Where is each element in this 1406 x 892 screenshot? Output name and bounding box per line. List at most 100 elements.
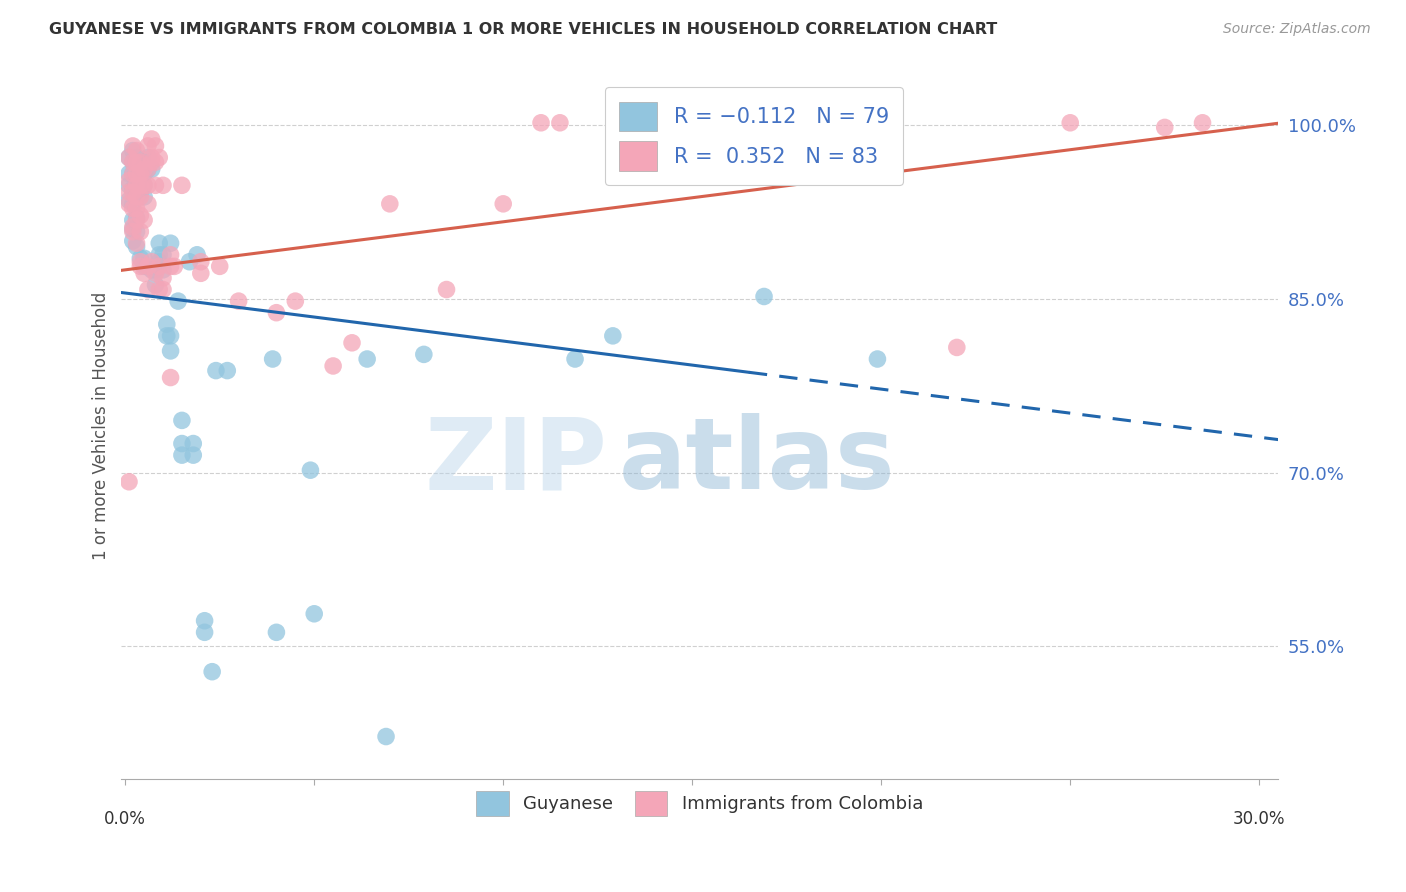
- Point: [134, 162, 156, 177]
- Point: [129, 186, 152, 200]
- Point: [134, 260, 156, 274]
- Point: [118, 475, 141, 489]
- Point: [141, 254, 163, 268]
- Point: [136, 139, 159, 153]
- Point: [156, 329, 179, 343]
- Point: [121, 222, 143, 236]
- Point: [141, 155, 163, 169]
- Point: [136, 283, 159, 297]
- Point: [129, 174, 152, 188]
- Point: [129, 167, 152, 181]
- Point: [167, 294, 190, 309]
- Point: [152, 283, 174, 297]
- Point: [159, 236, 181, 251]
- Point: [129, 254, 152, 268]
- Point: [134, 190, 156, 204]
- Point: [159, 343, 181, 358]
- Point: [136, 178, 159, 193]
- Point: [121, 197, 143, 211]
- Point: [606, 116, 628, 130]
- Point: [129, 190, 152, 204]
- Point: [125, 190, 148, 204]
- Point: [125, 162, 148, 177]
- Point: [564, 351, 586, 366]
- Point: [217, 363, 239, 377]
- Point: [145, 277, 167, 292]
- Point: [159, 329, 181, 343]
- Point: [141, 263, 163, 277]
- Point: [1059, 116, 1081, 130]
- Point: [121, 155, 143, 169]
- Point: [266, 625, 288, 640]
- Point: [602, 329, 624, 343]
- Point: [159, 370, 181, 384]
- Point: [136, 162, 159, 177]
- Point: [134, 252, 156, 266]
- Point: [134, 266, 156, 280]
- Point: [201, 665, 224, 679]
- Text: atlas: atlas: [619, 413, 896, 510]
- Point: [190, 266, 212, 280]
- Point: [190, 254, 212, 268]
- Point: [125, 225, 148, 239]
- Point: [121, 139, 143, 153]
- Point: [136, 162, 159, 177]
- Point: [145, 155, 167, 169]
- Point: [170, 448, 193, 462]
- Point: [208, 260, 231, 274]
- Point: [152, 263, 174, 277]
- Point: [118, 197, 141, 211]
- Point: [181, 436, 204, 450]
- Point: [129, 209, 152, 223]
- Point: [145, 139, 167, 153]
- Point: [125, 236, 148, 251]
- Point: [262, 351, 284, 366]
- Point: [194, 614, 217, 628]
- Point: [141, 132, 163, 146]
- Point: [145, 178, 167, 193]
- Text: 0.0%: 0.0%: [104, 810, 146, 828]
- Point: [125, 202, 148, 216]
- Point: [129, 178, 152, 193]
- Point: [700, 116, 723, 130]
- Point: [1191, 116, 1213, 130]
- Point: [118, 151, 141, 165]
- Point: [159, 248, 181, 262]
- Text: 30.0%: 30.0%: [1233, 810, 1285, 828]
- Point: [121, 155, 143, 169]
- Point: [121, 202, 143, 216]
- Point: [378, 197, 401, 211]
- Point: [125, 174, 148, 188]
- Point: [643, 116, 665, 130]
- Point: [121, 144, 143, 158]
- Point: [752, 289, 775, 303]
- Point: [1153, 120, 1175, 135]
- Point: [159, 260, 181, 274]
- Point: [125, 167, 148, 181]
- Point: [129, 162, 152, 177]
- Point: [205, 363, 228, 377]
- Point: [125, 211, 148, 225]
- Point: [412, 347, 434, 361]
- Point: [118, 151, 141, 165]
- Point: [134, 167, 156, 181]
- Point: [436, 283, 458, 297]
- Point: [340, 335, 363, 350]
- Point: [121, 213, 143, 227]
- Point: [136, 260, 159, 274]
- Point: [284, 294, 307, 309]
- Point: [152, 271, 174, 285]
- Point: [738, 116, 761, 130]
- Point: [681, 116, 703, 130]
- Point: [129, 225, 152, 239]
- Point: [156, 318, 179, 332]
- Point: [134, 178, 156, 193]
- Point: [129, 155, 152, 169]
- Text: GUYANESE VS IMMIGRANTS FROM COLOMBIA 1 OR MORE VEHICLES IN HOUSEHOLD CORRELATION: GUYANESE VS IMMIGRANTS FROM COLOMBIA 1 O…: [49, 22, 997, 37]
- Point: [148, 236, 170, 251]
- Point: [118, 178, 141, 193]
- Legend: Guyanese, Immigrants from Colombia: Guyanese, Immigrants from Colombia: [470, 783, 931, 823]
- Point: [181, 448, 204, 462]
- Point: [125, 190, 148, 204]
- Point: [492, 197, 515, 211]
